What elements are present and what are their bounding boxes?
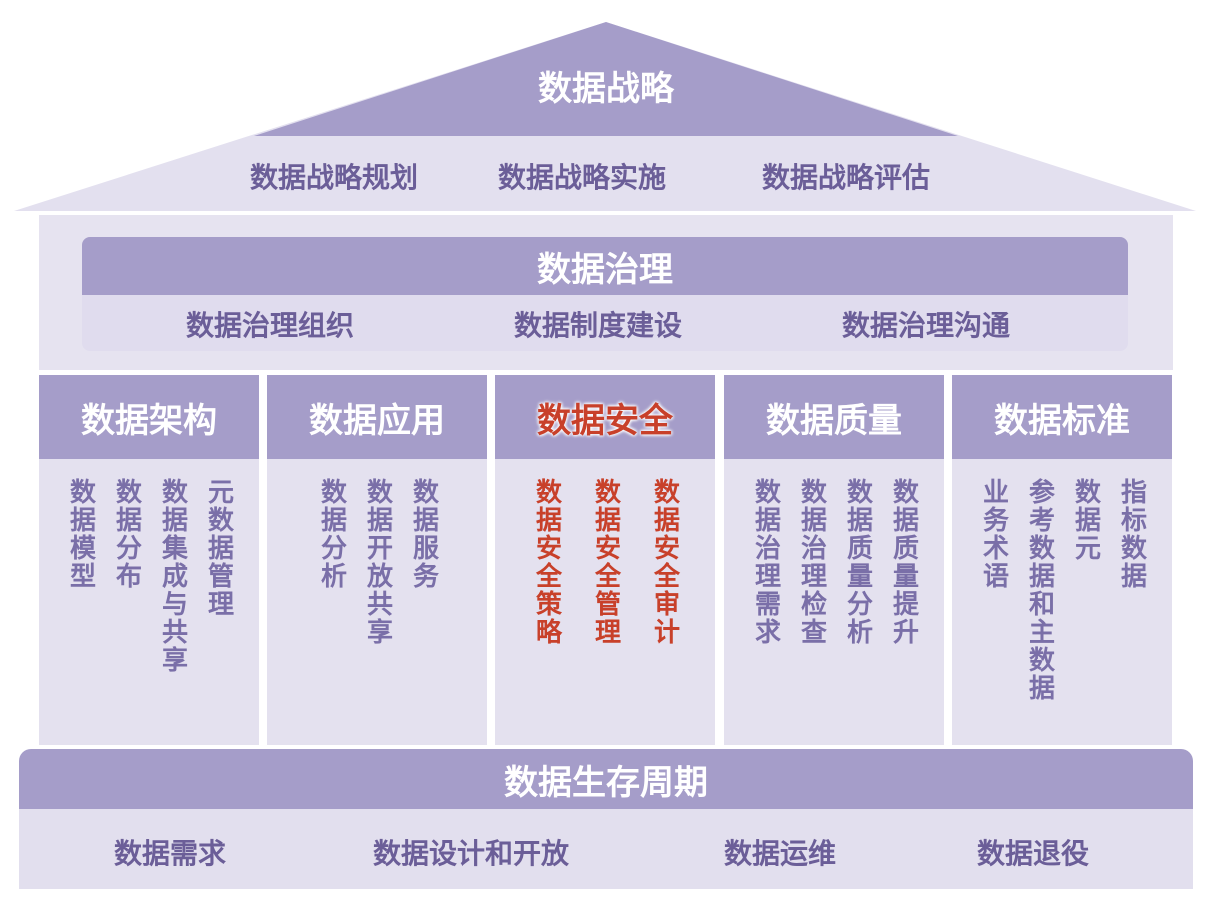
governance-item-organization: 数据治理组织	[186, 309, 355, 342]
governance-items-row	[82, 295, 1128, 351]
lifecycle-title: 数据生存周期	[19, 749, 1193, 809]
strategy-roof	[14, 22, 1196, 211]
pillar-item: 数据治理需求	[750, 478, 781, 646]
pillar-item: 数据分析	[316, 478, 347, 590]
pillar-item-highlighted: 数据安全管理	[590, 478, 621, 646]
pillar-security: 数据安全 数据安全策略 数据安全管理 数据安全审计	[495, 375, 715, 745]
strategy-title: 数据战略	[538, 69, 674, 109]
pillar-item: 数据分布	[111, 478, 142, 590]
governance-item-communication: 数据治理沟通	[842, 309, 1011, 342]
pillar-architecture: 数据架构 数据模型 数据分布 数据集成与共享 元数据管理	[39, 375, 259, 745]
pillar-item: 元数据管理	[203, 478, 234, 618]
pillar-item: 数据模型	[65, 478, 96, 590]
pillar-item-highlighted: 数据安全策略	[531, 478, 562, 646]
lifecycle-item-operations: 数据运维	[724, 837, 837, 870]
pillar-title: 数据架构	[39, 375, 259, 459]
lifecycle-item-design: 数据设计和开放	[373, 837, 570, 870]
pillar-title: 数据应用	[267, 375, 487, 459]
pillar-item: 数据开放共享	[362, 478, 393, 646]
governance-title: 数据治理	[82, 237, 1128, 295]
pillar-item: 数据集成与共享	[157, 478, 188, 674]
strategy-item-implement: 数据战略实施	[498, 161, 667, 194]
pillar-item: 指标数据	[1116, 478, 1147, 590]
strategy-item-plan: 数据战略规划	[250, 161, 419, 194]
pillar-item: 数据质量提升	[888, 478, 919, 646]
governance-item-policy: 数据制度建设	[514, 309, 683, 342]
lifecycle-item-retirement: 数据退役	[977, 837, 1090, 870]
pillar-item: 数据元	[1070, 478, 1101, 562]
pillar-standards: 数据标准 业务术语 参考数据和主数据 数据元 指标数据	[952, 375, 1172, 745]
pillar-item: 数据质量分析	[842, 478, 873, 646]
strategy-item-evaluate: 数据战略评估	[762, 161, 931, 194]
pillar-item: 业务术语	[978, 478, 1009, 590]
lifecycle-item-requirements: 数据需求	[114, 837, 227, 870]
pillar-item: 参考数据和主数据	[1024, 478, 1055, 702]
pillar-item: 数据服务	[408, 478, 439, 590]
pillar-quality: 数据质量 数据治理需求 数据治理检查 数据质量分析 数据质量提升	[724, 375, 944, 745]
pillar-application: 数据应用 数据分析 数据开放共享 数据服务	[267, 375, 487, 745]
pillar-title: 数据质量	[724, 375, 944, 459]
pillar-title: 数据标准	[952, 375, 1172, 459]
pillar-item: 数据治理检查	[796, 478, 827, 646]
pillar-item-highlighted: 数据安全审计	[649, 478, 680, 646]
pillar-title-highlighted: 数据安全	[495, 375, 715, 459]
lifecycle-items-row	[19, 809, 1193, 889]
